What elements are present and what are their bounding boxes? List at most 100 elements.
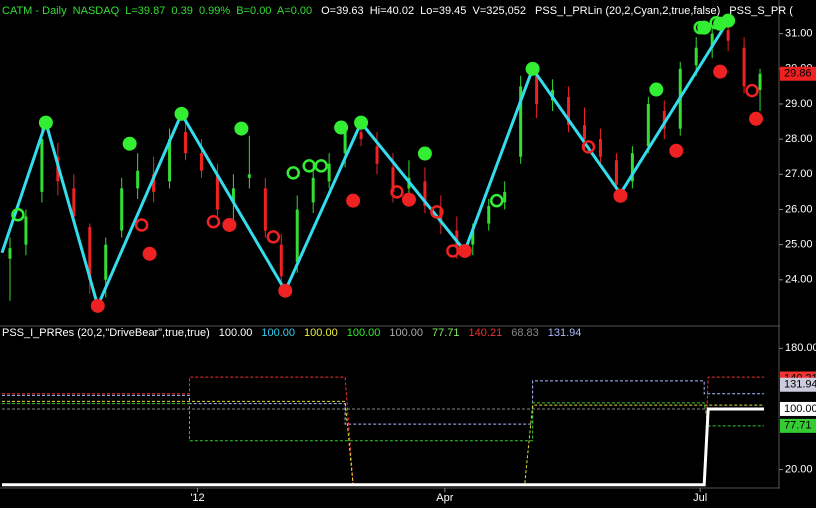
header-text: 77.71 — [432, 327, 460, 339]
hollow-signal — [11, 207, 25, 222]
hollow-signal — [134, 218, 149, 232]
header-text: 131.94 — [548, 327, 582, 339]
candle-body — [519, 86, 523, 157]
y-tick-label: 31.00 — [785, 28, 813, 40]
last-price-box — [780, 66, 816, 81]
candle-body — [215, 174, 219, 210]
header-text: 100.00 — [347, 327, 381, 339]
candle-body — [231, 188, 235, 203]
y-tick-label: 28.00 — [785, 133, 813, 145]
candle-body — [567, 96, 571, 126]
indicator-line — [2, 407, 765, 487]
filled-signal — [174, 106, 189, 121]
header-text: 100.00 — [389, 327, 423, 339]
candle-body — [199, 153, 203, 171]
candle-body — [88, 227, 92, 280]
value-label: 131.94 — [784, 379, 816, 391]
candle-body — [391, 167, 395, 192]
hollow-signal — [581, 140, 596, 154]
candle-body — [582, 125, 586, 140]
filled-signal — [697, 20, 712, 35]
candle-body — [359, 132, 363, 140]
hollow-signal — [286, 166, 300, 180]
candle-body — [295, 209, 299, 263]
candle-body — [630, 153, 634, 182]
hollow-signal — [489, 193, 504, 208]
filled-signal — [222, 217, 237, 232]
header-text: O=39.63 Hi=40.02 Lo=39.45 V=325,052 — [321, 5, 526, 17]
hollow-signal — [446, 244, 460, 258]
filled-signal — [669, 143, 684, 158]
filled-signal — [649, 82, 664, 97]
candle-body — [423, 181, 427, 206]
header-text: PSS_I_PRRes (20,2,"DriveBear",true,true) — [2, 327, 210, 339]
filled-signal — [721, 13, 736, 28]
candle-body — [8, 248, 12, 259]
filled-signal — [401, 192, 416, 207]
filled-signal — [613, 188, 628, 203]
x-tick-label: Apr — [436, 492, 453, 504]
zigzag-line — [0, 19, 730, 311]
header-text: PSS_S_PR ( — [729, 5, 793, 17]
x-tick-label: '12 — [190, 492, 204, 504]
candle-body — [694, 47, 698, 66]
value-box — [780, 401, 816, 416]
candle-body — [279, 244, 283, 277]
header-text: 100.00 — [219, 327, 253, 339]
candle-body — [503, 191, 507, 203]
filled-signal — [38, 115, 53, 130]
x-tick-label: Jul — [693, 492, 707, 504]
y-tick-label: 26.00 — [785, 203, 813, 215]
filled-signal — [525, 61, 540, 76]
candle-body — [72, 188, 76, 217]
candle-body — [471, 230, 475, 245]
candle-body — [24, 216, 28, 245]
candle-body — [152, 174, 156, 192]
candle-body — [375, 146, 379, 164]
candle-body — [184, 132, 188, 154]
filled-signal — [457, 243, 472, 258]
hollow-signal — [314, 159, 328, 173]
candle-body — [327, 163, 331, 182]
header-text: CATM - Daily NASDAQ L=39.87 0.39 0.99% B… — [2, 5, 312, 17]
value-label: 77.71 — [784, 420, 812, 432]
hollow-signal — [390, 185, 404, 199]
candle-body — [136, 170, 140, 189]
header-text: 100.00 — [304, 327, 338, 339]
hollow-signal — [745, 83, 759, 98]
value-box — [780, 418, 816, 433]
candle-body — [487, 205, 491, 224]
candle-body — [614, 160, 618, 185]
candle-body — [535, 75, 539, 104]
indicator-line — [2, 376, 765, 486]
filled-signal — [417, 146, 432, 161]
candle-body — [598, 139, 602, 157]
candle-body — [263, 188, 267, 231]
y-tick-label: 180.00 — [785, 342, 816, 354]
filled-signal — [354, 115, 369, 130]
candle-body — [40, 139, 44, 192]
candle-body — [247, 174, 251, 178]
value-label: 100.00 — [784, 403, 816, 415]
candle-body — [168, 139, 172, 182]
y-tick-label: 27.00 — [785, 168, 813, 180]
candle-body — [758, 73, 762, 90]
candle-body — [662, 111, 666, 129]
hollow-signal — [430, 205, 444, 219]
candle-body — [104, 244, 108, 280]
y-tick-label: 29.00 — [785, 98, 813, 110]
hollow-signal — [709, 15, 723, 30]
y-tick-label: 24.00 — [785, 274, 813, 286]
candle-body — [710, 33, 714, 48]
filled-signal — [749, 111, 764, 126]
y-tick-label: 25.00 — [785, 239, 813, 251]
candle-body — [742, 47, 746, 87]
indicator-line — [2, 400, 765, 486]
header-text: 140.21 — [469, 327, 503, 339]
header-text: 68.83 — [511, 327, 539, 339]
hollow-signal — [693, 20, 707, 35]
header-text: PSS_I_PRLin (20,2,Cyan,2,true,false) — [535, 5, 720, 17]
value-box — [780, 377, 816, 392]
filled-signal — [122, 136, 137, 151]
